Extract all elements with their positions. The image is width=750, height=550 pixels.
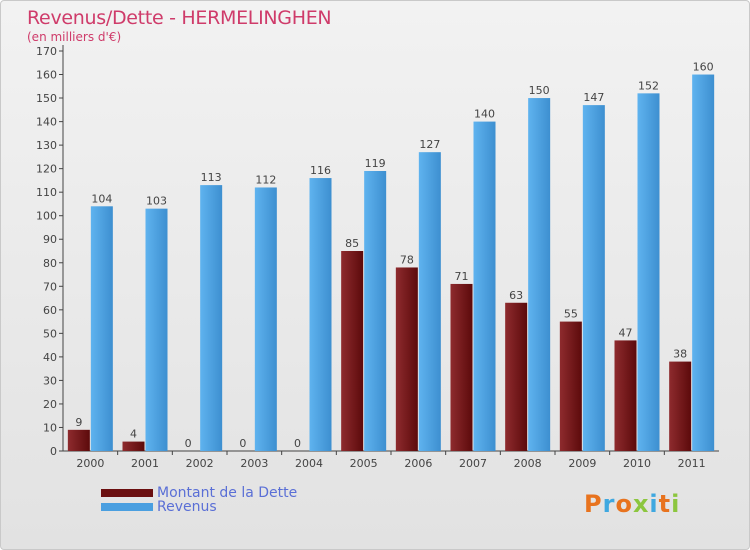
y-tick-label: 170 xyxy=(36,45,57,58)
bar-revenus-2009 xyxy=(582,105,605,451)
data-label-dette: 47 xyxy=(619,326,633,339)
y-tick-label: 20 xyxy=(43,398,57,411)
y-tick-label: 130 xyxy=(36,139,57,152)
y-tick-label: 40 xyxy=(43,351,57,364)
y-tick-label: 70 xyxy=(43,280,57,293)
y-tick-label: 60 xyxy=(43,304,57,317)
bar-dette-2008 xyxy=(505,302,528,451)
data-label-revenus: 116 xyxy=(310,164,331,177)
data-label-dette: 0 xyxy=(294,437,301,450)
proxiti-logo: Proxiti xyxy=(584,490,680,518)
y-tick-label: 110 xyxy=(36,186,57,199)
bar-dette-2010 xyxy=(614,340,637,451)
x-tick-label: 2002 xyxy=(186,457,214,470)
y-tick-label: 100 xyxy=(36,210,57,223)
data-label-dette: 9 xyxy=(75,416,82,429)
legend-swatch-dette xyxy=(101,489,153,497)
bar-revenus-2001 xyxy=(145,208,168,451)
logo-letter: x xyxy=(632,490,650,518)
legend-label-revenus: Revenus xyxy=(157,499,217,515)
y-tick-label: 160 xyxy=(36,69,57,82)
data-label-revenus: 104 xyxy=(91,192,112,205)
x-tick-label: 2003 xyxy=(240,457,268,470)
x-tick-label: 2005 xyxy=(350,457,378,470)
bar-dette-2011 xyxy=(669,361,692,451)
data-label-dette: 63 xyxy=(509,289,523,302)
y-tick-label: 150 xyxy=(36,92,57,105)
data-label-revenus: 113 xyxy=(201,171,222,184)
bar-revenus-2007 xyxy=(473,121,496,452)
data-label-revenus: 127 xyxy=(419,138,440,151)
bar-revenus-2005 xyxy=(364,171,387,451)
x-tick-label: 2006 xyxy=(404,457,432,470)
x-tick-label: 2009 xyxy=(568,457,596,470)
chart-title: Revenus/Dette - HERMELINGHEN xyxy=(27,7,332,29)
bar-dette-2005 xyxy=(341,251,364,451)
bar-revenus-2003 xyxy=(254,187,277,451)
bar-revenus-2002 xyxy=(200,185,223,451)
bar-dette-2000 xyxy=(67,429,90,451)
bar-revenus-2011 xyxy=(692,74,715,451)
data-label-dette: 71 xyxy=(455,270,469,283)
logo-letter: i xyxy=(649,490,659,518)
bar-dette-2007 xyxy=(450,283,473,451)
x-tick-label: 2007 xyxy=(459,457,487,470)
bar-dette-2006 xyxy=(395,267,418,451)
data-label-dette: 38 xyxy=(673,348,687,361)
x-tick-label: 2004 xyxy=(295,457,323,470)
bar-revenus-2010 xyxy=(637,93,660,452)
data-label-revenus: 150 xyxy=(529,84,550,97)
logo-letter: o xyxy=(615,490,633,518)
logo-letter: r xyxy=(602,490,616,518)
data-label-revenus: 119 xyxy=(365,157,386,170)
y-tick-label: 30 xyxy=(43,374,57,387)
x-tick-label: 2011 xyxy=(678,457,706,470)
x-tick-label: 2000 xyxy=(76,457,104,470)
y-tick-label: 90 xyxy=(43,233,57,246)
bar-dette-2009 xyxy=(559,321,582,451)
x-tick-label: 2010 xyxy=(623,457,651,470)
data-label-revenus: 152 xyxy=(638,79,659,92)
data-label-revenus: 160 xyxy=(693,61,714,74)
bar-revenus-2004 xyxy=(309,178,332,451)
data-label-dette: 0 xyxy=(239,437,246,450)
legend-item-revenus: Revenus xyxy=(101,499,297,515)
data-label-revenus: 147 xyxy=(583,91,604,104)
data-label-revenus: 103 xyxy=(146,195,167,208)
bar-revenus-2008 xyxy=(528,98,551,451)
logo-letter: i xyxy=(671,490,681,518)
y-tick-label: 50 xyxy=(43,327,57,340)
bar-revenus-2006 xyxy=(418,152,441,452)
y-tick-label: 10 xyxy=(43,421,57,434)
logo-letter: P xyxy=(584,490,603,518)
bar-revenus-2000 xyxy=(90,206,113,451)
bar-dette-2001 xyxy=(122,441,145,451)
x-tick-label: 2001 xyxy=(131,457,159,470)
chart-subtitle: (en milliers d'€) xyxy=(27,30,122,44)
legend-item-dette: Montant de la Dette xyxy=(101,485,298,501)
data-label-dette: 4 xyxy=(130,428,137,441)
y-tick-label: 80 xyxy=(43,257,57,270)
data-label-revenus: 140 xyxy=(474,108,495,121)
data-label-dette: 78 xyxy=(400,253,414,266)
y-tick-label: 0 xyxy=(50,445,57,458)
y-tick-label: 120 xyxy=(36,163,57,176)
logo-letter: t xyxy=(658,490,672,518)
legend-swatch-revenus xyxy=(101,503,153,511)
chart-legend: Montant de la Dette Revenus xyxy=(101,485,298,515)
data-label-dette: 55 xyxy=(564,308,578,321)
y-tick-label: 140 xyxy=(36,116,57,129)
data-label-dette: 85 xyxy=(345,237,359,250)
data-label-dette: 0 xyxy=(185,437,192,450)
data-label-revenus: 112 xyxy=(255,173,276,186)
legend-label-dette: Montant de la Dette xyxy=(157,485,298,501)
x-tick-label: 2008 xyxy=(514,457,542,470)
